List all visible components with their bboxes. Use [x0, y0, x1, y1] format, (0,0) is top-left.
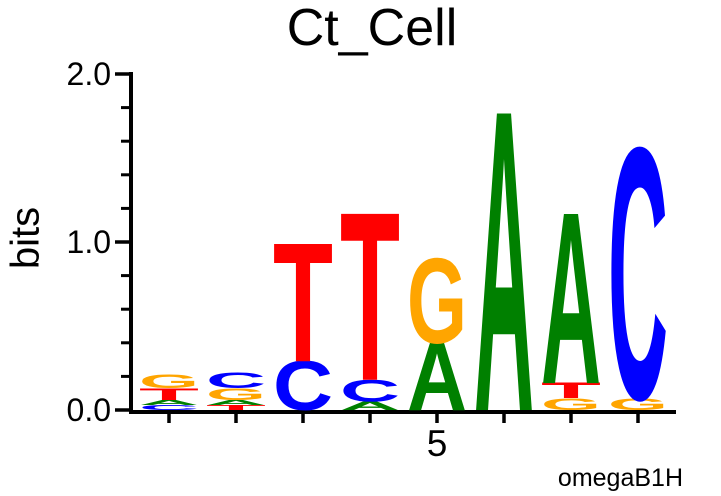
logo-letter-T-pos7: T [541, 379, 601, 403]
logo-letter-G-pos1: G [139, 370, 199, 392]
logo-letter-C-pos1: C [139, 404, 199, 412]
logo-letter-A-pos5: A [407, 323, 467, 432]
y-tick-label-0.0: 0.0 [67, 392, 111, 428]
x-tick-label-5: 5 [427, 423, 448, 464]
logo-letter-A-pos4: A [340, 399, 400, 413]
logo-letter-G-pos8: G [608, 394, 668, 413]
logo-letter-T-pos2: T [206, 403, 266, 411]
logo-letter-C-pos8: C [608, 73, 668, 475]
logo-letter-T-pos3: T [273, 208, 333, 398]
logo-letter-G-pos2: G [206, 384, 266, 403]
logo-letter-C-pos3: C [273, 347, 333, 426]
logo-letter-C-pos4: C [340, 373, 400, 408]
footer-label: omegaB1H [557, 464, 683, 492]
logo-letter-A-pos2: A [206, 399, 266, 407]
y-tick-label-1.0: 1.0 [67, 224, 111, 260]
y-tick-label-2.0: 2.0 [67, 56, 111, 92]
logo-letter-T-pos1: T [139, 384, 199, 403]
logo-letter-A-pos7: A [541, 161, 601, 436]
logo-letter-G-pos5: G [407, 233, 467, 369]
logo-letter-A-pos6: A [474, 20, 534, 496]
logo-letter-A-pos1: A [139, 399, 199, 407]
logo-letter-T-pos4: T [340, 162, 400, 432]
chart-title: Ct_Cell [286, 0, 458, 57]
logo-letter-C-pos2: C [206, 368, 266, 393]
logo-letter-G-pos7: G [541, 394, 601, 413]
